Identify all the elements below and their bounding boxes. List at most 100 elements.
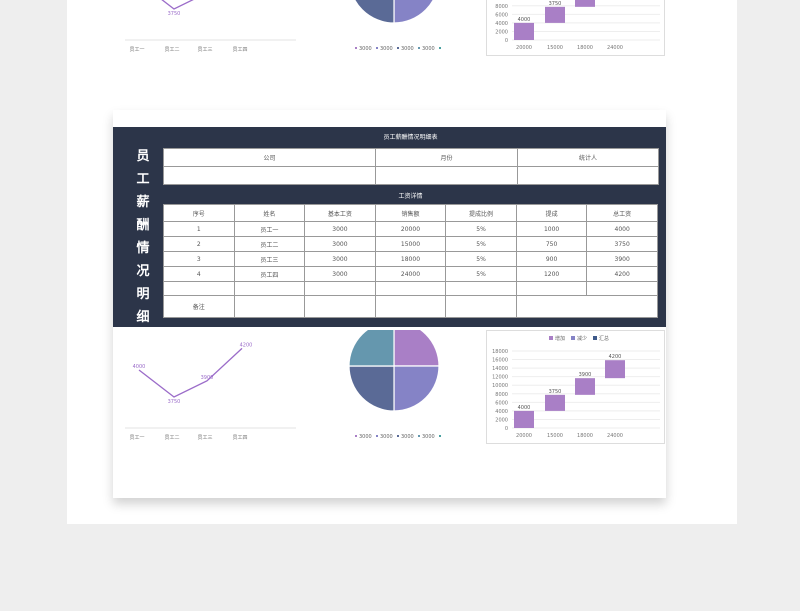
- table-cell[interactable]: 4200: [586, 266, 658, 282]
- y-tick-label: 10000: [492, 383, 508, 389]
- table-cell[interactable]: 3: [163, 251, 235, 267]
- sheet-banner: 员工薪酬情况明细表 员工薪酬情况明细表 公司 月份 统计人 工资详情 序号 姓名 基本工…: [113, 127, 666, 348]
- x-tick-label: 20000: [516, 433, 532, 439]
- table-cell[interactable]: 18000: [374, 251, 447, 267]
- table-cell[interactable]: [233, 281, 306, 296]
- info-header-company: 公司: [163, 148, 376, 167]
- pie-slice: [348, 365, 395, 412]
- table-cell[interactable]: 3000: [304, 251, 376, 267]
- y-tick-label: 10000: [492, 0, 508, 1]
- table-cell[interactable]: 750: [515, 236, 588, 252]
- chart-row-bottom: 4000 员工一 3750 员工二 3900 员工三 4200 员工四 3000 3000 3000…: [113, 330, 666, 445]
- detail-table: 序号 姓名 基本工资 销售额 提成比例 提成 总工资 1 员工一 3000 20000 5% 1000 4…: [163, 204, 659, 318]
- table-cell[interactable]: [304, 281, 376, 296]
- table-cell[interactable]: 5%: [445, 266, 517, 282]
- line-x-tick-label: 员工三: [197, 435, 212, 441]
- pie-chart: 3000 3000 3000 3000: [348, 330, 441, 440]
- remark-cell[interactable]: [233, 295, 306, 318]
- table-cell[interactable]: 24000: [374, 266, 447, 282]
- line-x-tick-label: 员工四: [232, 47, 247, 53]
- table-cell[interactable]: [445, 281, 517, 296]
- pie-slice: [393, 365, 440, 412]
- line-data-label: 3750: [168, 399, 181, 405]
- waterfall-legend-swatch: [593, 336, 597, 340]
- table-cell[interactable]: 3000: [304, 236, 376, 252]
- column-header: 序号: [163, 204, 235, 222]
- pie-legend-swatch: [439, 435, 441, 437]
- line-x-tick-label: 员工一: [129, 435, 144, 441]
- y-tick-label: 4000: [495, 409, 508, 415]
- table-row: 1 员工一 3000 20000 5% 1000 4000: [163, 221, 658, 237]
- waterfall-bar: [605, 360, 625, 379]
- pie-legend-swatch: [397, 47, 399, 49]
- waterfall-bar: [575, 0, 595, 7]
- pie-slice: [348, 330, 395, 367]
- table-cell[interactable]: 员工三: [233, 251, 306, 267]
- table-cell[interactable]: [163, 281, 235, 296]
- table-cell[interactable]: 员工二: [233, 236, 306, 252]
- table-cell[interactable]: 5%: [445, 251, 517, 267]
- pie-slice: [393, 330, 440, 367]
- month-cell[interactable]: [375, 166, 518, 185]
- remark-cell[interactable]: [374, 295, 447, 318]
- table-cell[interactable]: 员工四: [233, 266, 306, 282]
- waterfall-data-label: 4000: [518, 405, 531, 411]
- y-tick-label: 16000: [492, 358, 508, 364]
- pie-slice: [354, 0, 395, 24]
- remark-cell[interactable]: [445, 295, 517, 318]
- remark-cell[interactable]: [304, 295, 376, 318]
- table-cell[interactable]: 1000: [515, 221, 588, 237]
- column-header: 基本工资: [304, 204, 376, 222]
- line-series: [138, 347, 243, 398]
- pie-legend-swatch: [376, 47, 378, 49]
- y-tick-label: 4000: [495, 21, 508, 27]
- table-cell[interactable]: 900: [515, 251, 588, 267]
- column-header: 提成比例: [445, 204, 517, 222]
- statistician-cell[interactable]: [517, 166, 659, 185]
- table-cell[interactable]: 20000: [374, 221, 447, 237]
- column-header: 销售额: [374, 204, 447, 222]
- table-cell[interactable]: 5%: [445, 236, 517, 252]
- line-x-tick-label: 员工一: [129, 47, 144, 53]
- table-cell[interactable]: 3000: [304, 266, 376, 282]
- chart-row-top: 4000员工一3750员工二3900员工三4200员工四300030003000…: [113, 0, 666, 57]
- y-tick-label: 2000: [495, 417, 508, 423]
- salary-sheet: 员工薪酬情况明细表 员工薪酬情况明细表 公司 月份 统计人 工资详情 序号 姓名 基本工…: [113, 110, 666, 498]
- table-cell[interactable]: 3750: [586, 236, 658, 252]
- pie-legend-swatch: [418, 47, 420, 49]
- company-cell[interactable]: [163, 166, 376, 185]
- table-cell[interactable]: [515, 281, 588, 296]
- table-cell[interactable]: 1: [163, 221, 235, 237]
- line-data-label: 3750: [168, 11, 181, 17]
- line-chart: 4000 员工一 3750 员工二 3900 员工三 4200 员工四: [125, 342, 296, 441]
- table-cell[interactable]: 2: [163, 236, 235, 252]
- x-tick-label: 20000: [516, 45, 532, 51]
- info-table: 公司 月份 统计人: [163, 148, 659, 185]
- pie-legend-swatch: [439, 47, 441, 49]
- table-cell[interactable]: [374, 281, 447, 296]
- y-tick-label: 12000: [492, 375, 508, 381]
- table-row: 4 员工四 3000 24000 5% 1200 4200: [163, 266, 658, 282]
- waterfall-legend-label: 减少: [577, 335, 587, 342]
- waterfall-bar: [514, 410, 534, 428]
- x-tick-label: 18000: [577, 433, 593, 439]
- table-cell[interactable]: 4000: [586, 221, 658, 237]
- waterfall-bar: [575, 378, 595, 395]
- table-cell[interactable]: 4: [163, 266, 235, 282]
- line-series: [161, 0, 194, 10]
- remark-cell[interactable]: [515, 295, 659, 318]
- table-cell[interactable]: 15000: [374, 236, 447, 252]
- x-tick-label: 15000: [547, 45, 563, 51]
- table-cell[interactable]: 3900: [586, 251, 658, 267]
- info-header-statistician: 统计人: [517, 148, 659, 167]
- pie-legend-label: 3000: [401, 46, 414, 52]
- waterfall-legend-swatch: [571, 336, 575, 340]
- table-cell[interactable]: 员工一: [233, 221, 306, 237]
- table-cell[interactable]: [586, 281, 658, 296]
- y-tick-label: 2000: [495, 29, 508, 35]
- table-cell[interactable]: 5%: [445, 221, 517, 237]
- table-cell[interactable]: 1200: [515, 266, 588, 282]
- pie-legend-swatch: [355, 435, 357, 437]
- table-cell[interactable]: 3000: [304, 221, 376, 237]
- line-data-label: 4000: [133, 364, 146, 370]
